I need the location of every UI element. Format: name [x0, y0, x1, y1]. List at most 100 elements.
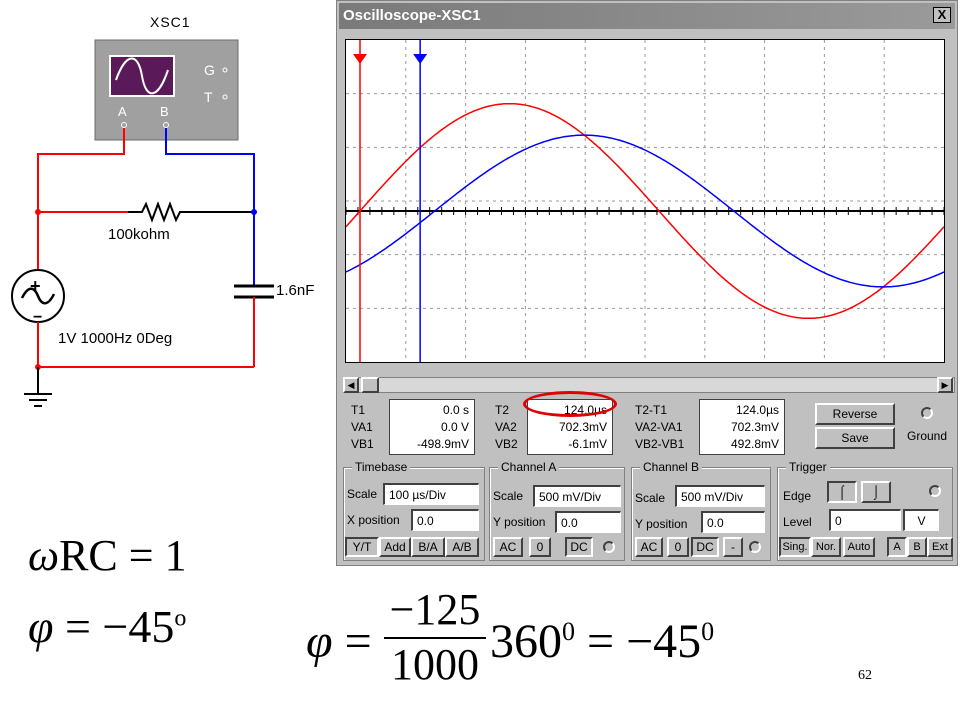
trigger-level-unit[interactable]: V [903, 509, 939, 531]
capacitor-label: 1.6nF [276, 282, 315, 299]
resistor-symbol[interactable] [128, 201, 254, 223]
trigger-source-b-button[interactable]: B [907, 537, 927, 557]
cursor-1-handle-icon [353, 54, 367, 64]
channel-b-invert-button[interactable]: - [723, 537, 743, 557]
channel-a-radio-icon[interactable] [603, 541, 615, 553]
channel-b-title: Channel B [640, 460, 703, 474]
wire-channel-b [165, 128, 255, 212]
phi-symbol-2: φ [306, 615, 333, 668]
channel-b-ac-button[interactable]: AC [635, 537, 663, 557]
fraction-bar [384, 637, 486, 639]
channel-b-waveform [346, 134, 944, 288]
readout-vb1-value: -498.9mV [416, 437, 469, 451]
reverse-button[interactable]: Reverse [815, 403, 895, 425]
trigger-source-ext-button[interactable]: Ext [927, 537, 953, 557]
channel-a-ac-button[interactable]: AC [493, 537, 523, 557]
mode-yt-button[interactable]: Y/T [345, 537, 379, 557]
readout-va2-value: 702.3mV [558, 420, 607, 434]
channel-a-scale-label: Scale [493, 489, 524, 503]
window-title: Oscilloscope-XSC1 [339, 3, 955, 29]
trigger-edge-label: Edge [783, 489, 812, 503]
terminal-t-label: T [204, 89, 213, 105]
fraction-denominator: 1000 [391, 640, 479, 689]
channel-b-scale-field[interactable]: 500 mV/Div [675, 485, 765, 507]
channel-b-ypos-label: Y position [635, 517, 688, 531]
trigger-title: Trigger [786, 460, 830, 474]
channel-b-radio-icon[interactable] [749, 541, 761, 553]
scroll-left-button[interactable]: ◀ [343, 377, 359, 393]
plus-sign: + [30, 276, 41, 296]
channel-a-ypos-field[interactable]: 0.0 [555, 511, 621, 533]
readout-va1-label: VA1 [351, 420, 373, 434]
phi-symbol: φ [28, 601, 54, 652]
channel-a-dc-button[interactable]: DC [565, 537, 593, 557]
horizontal-scrollbar[interactable] [343, 377, 955, 393]
timebase-scale-field[interactable]: 100 µs/Div [383, 483, 479, 505]
channel-b-group: Channel B [631, 460, 771, 561]
degree-sup: o [174, 605, 187, 632]
fraction: −125 1000 [384, 584, 486, 690]
readout-dva-label: VA2-VA1 [635, 420, 683, 434]
wire-channel-a [37, 128, 128, 213]
terminal-b-dot [163, 122, 169, 128]
zero-sup: 0 [562, 617, 575, 646]
timebase-group: Timebase [343, 460, 485, 561]
trigger-level-field[interactable]: 0 [829, 509, 901, 531]
mode-ab-button[interactable]: A/B [445, 537, 479, 557]
channel-a-scale-field[interactable]: 500 mV/Div [533, 485, 621, 507]
trigger-single-button[interactable]: Sing. [779, 537, 811, 557]
ground-radio-icon[interactable] [921, 407, 933, 419]
scope-screen [345, 39, 945, 363]
readout-dvb-label: VB2-VB1 [635, 437, 685, 451]
schematic-wiring: + − [11, 39, 274, 407]
formula-phi-calc-rhs: 3600 = −450 [490, 614, 714, 669]
sine-icon [115, 57, 169, 95]
falling-edge-icon[interactable]: ⌡ [861, 481, 891, 503]
timebase-scale-label: Scale [347, 487, 378, 501]
save-button[interactable]: Save [815, 427, 895, 449]
trigger-group: Trigger [777, 460, 953, 561]
trigger-radio-icon[interactable] [929, 485, 941, 497]
channel-b-zero-button[interactable]: 0 [667, 537, 689, 557]
x-position-label: X position [347, 513, 400, 527]
cursor-2-handle-icon [413, 54, 428, 64]
multiplier-360: 360 [490, 615, 562, 668]
terminal-g-label: G [204, 62, 215, 78]
readout-t2-label: T2 [495, 403, 510, 417]
readout-dt-value: 124.0µs [736, 403, 779, 417]
channel-a-title: Channel A [498, 460, 560, 474]
terminal-a-dot [121, 122, 127, 128]
channel-a-ypos-label: Y position [493, 515, 546, 529]
readout-va2-label: VA2 [495, 420, 517, 434]
trigger-source-a-button[interactable]: A [887, 537, 907, 557]
rc-equation: RC = 1 [59, 531, 187, 580]
channel-b-dc-button[interactable]: DC [691, 537, 719, 557]
minus-sign: − [33, 309, 42, 326]
scroll-right-button[interactable]: ▶ [937, 377, 953, 393]
close-button[interactable]: X [933, 7, 951, 23]
scroll-thumb[interactable] [361, 377, 379, 393]
readout-left-panel [389, 399, 475, 455]
trigger-auto-button[interactable]: Auto [843, 537, 875, 557]
channel-a-zero-button[interactable]: 0 [529, 537, 551, 557]
x-position-field[interactable]: 0.0 [411, 509, 479, 531]
tilde-icon [20, 287, 56, 305]
readout-dvb-value: 492.8mV [730, 437, 779, 451]
terminal-b-label: B [160, 104, 169, 119]
omega-symbol: ω [28, 531, 60, 580]
result-sup: 0 [701, 617, 715, 646]
phi-rhs: = −45 [53, 601, 175, 652]
mode-add-button[interactable]: Add [379, 537, 411, 557]
rising-edge-icon[interactable]: ⌠ [827, 481, 857, 503]
trigger-normal-button[interactable]: Nor. [811, 537, 841, 557]
mode-ba-button[interactable]: B/A [411, 537, 445, 557]
formula-phi-calc: φ = [306, 615, 372, 668]
channel-a-group: Channel A [489, 460, 625, 561]
channel-a-waveform [346, 102, 944, 320]
readout-t1-value: 0.0 s [442, 403, 469, 417]
highlight-ellipse [523, 391, 617, 417]
terminal-a-label: A [118, 104, 127, 119]
readout-vb2-value: -6.1mV [568, 437, 607, 451]
terminal-t-dot [222, 94, 228, 100]
channel-b-ypos-field[interactable]: 0.0 [701, 511, 765, 533]
